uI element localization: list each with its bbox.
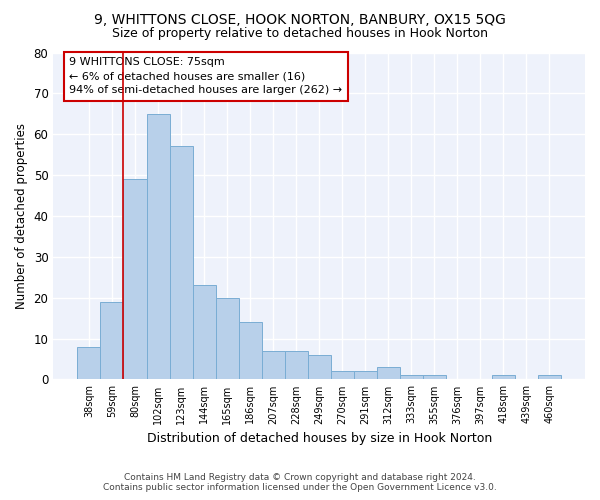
Bar xyxy=(239,322,262,380)
Text: Size of property relative to detached houses in Hook Norton: Size of property relative to detached ho… xyxy=(112,28,488,40)
Text: Contains HM Land Registry data © Crown copyright and database right 2024.
Contai: Contains HM Land Registry data © Crown c… xyxy=(103,473,497,492)
Bar xyxy=(284,351,308,380)
Bar xyxy=(377,367,400,380)
Bar xyxy=(262,351,284,380)
Text: 9, WHITTONS CLOSE, HOOK NORTON, BANBURY, OX15 5QG: 9, WHITTONS CLOSE, HOOK NORTON, BANBURY,… xyxy=(94,12,506,26)
Bar xyxy=(423,376,446,380)
Bar xyxy=(193,286,215,380)
Bar xyxy=(353,372,377,380)
Text: 9 WHITTONS CLOSE: 75sqm
← 6% of detached houses are smaller (16)
94% of semi-det: 9 WHITTONS CLOSE: 75sqm ← 6% of detached… xyxy=(69,58,343,96)
Bar xyxy=(400,376,423,380)
Bar xyxy=(492,376,515,380)
Y-axis label: Number of detached properties: Number of detached properties xyxy=(15,123,28,309)
Bar xyxy=(77,346,100,380)
Bar xyxy=(100,302,124,380)
X-axis label: Distribution of detached houses by size in Hook Norton: Distribution of detached houses by size … xyxy=(146,432,492,445)
Bar xyxy=(538,376,561,380)
Bar xyxy=(331,372,353,380)
Bar xyxy=(308,355,331,380)
Bar xyxy=(170,146,193,380)
Bar xyxy=(124,179,146,380)
Bar xyxy=(215,298,239,380)
Bar xyxy=(146,114,170,380)
